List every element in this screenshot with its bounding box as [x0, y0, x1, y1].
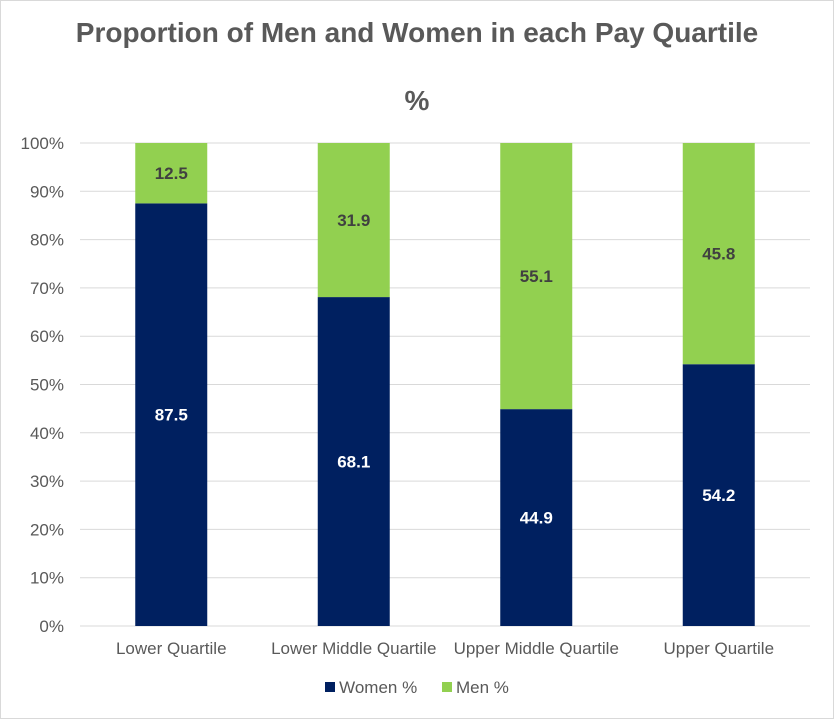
- legend-item-women: Women %: [325, 678, 417, 697]
- y-tick-label: 60%: [30, 327, 64, 346]
- y-tick-label: 50%: [30, 376, 64, 395]
- bar-men: [317, 143, 390, 298]
- bar-women: [682, 364, 755, 626]
- y-tick-label: 20%: [30, 520, 64, 539]
- data-label: 45.8: [702, 245, 735, 264]
- y-tick-label: 10%: [30, 569, 64, 588]
- data-label: 68.1: [337, 453, 370, 472]
- data-label: 12.5: [155, 164, 188, 183]
- legend: Women % Men %: [0, 678, 834, 698]
- y-tick-label: 30%: [30, 472, 64, 491]
- legend-label-men: Men %: [455, 678, 509, 697]
- legend-label-women: Women %: [339, 678, 418, 697]
- bar-men: [500, 143, 573, 410]
- x-tick-label: Lower Middle Quartile: [271, 639, 436, 658]
- chart-subtitle: %: [404, 85, 430, 116]
- x-tick-label: Upper Quartile: [663, 639, 774, 658]
- x-tick-label: Upper Middle Quartile: [454, 639, 619, 658]
- legend-swatch-men: [441, 681, 452, 692]
- bar-men: [135, 143, 208, 204]
- bar-women: [135, 203, 208, 626]
- data-label: 55.1: [520, 267, 553, 286]
- y-tick-label: 80%: [30, 231, 64, 250]
- data-label: 44.9: [520, 509, 553, 528]
- legend-item-men: Men %: [441, 678, 509, 697]
- legend-swatch-women: [325, 681, 336, 692]
- chart-title: Proportion of Men and Women in each Pay …: [75, 17, 759, 48]
- data-label: 54.2: [702, 486, 735, 505]
- y-tick-label: 70%: [30, 279, 64, 298]
- data-label: 31.9: [337, 211, 370, 230]
- y-tick-label: 40%: [30, 424, 64, 443]
- x-tick-label: Lower Quartile: [116, 639, 227, 658]
- bar-women: [500, 409, 573, 626]
- y-tick-label: 0%: [39, 617, 64, 636]
- data-label: 87.5: [155, 406, 188, 425]
- y-tick-label: 100%: [21, 134, 64, 153]
- y-tick-label: 90%: [30, 182, 64, 201]
- bar-men: [682, 143, 755, 365]
- bar-women: [317, 297, 390, 626]
